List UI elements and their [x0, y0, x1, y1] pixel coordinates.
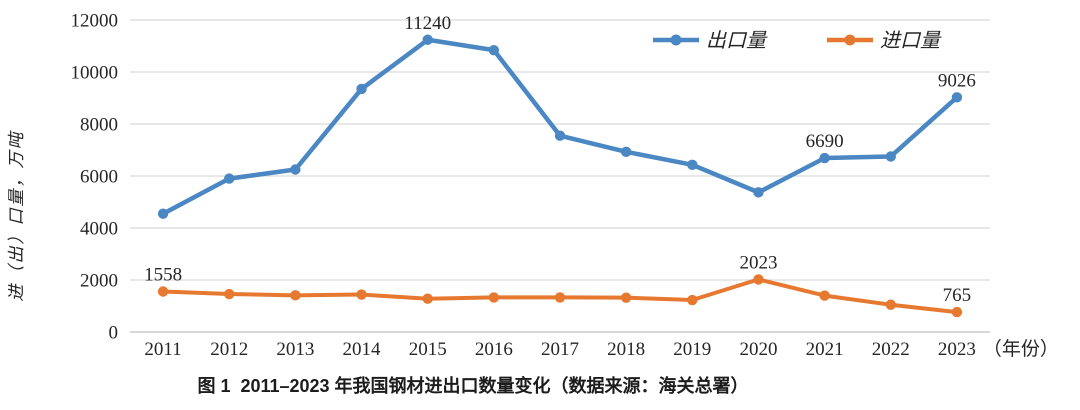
export-data-point: [951, 92, 963, 103]
x-tick-label: 2012: [210, 339, 248, 360]
y-tick-label: 8000: [80, 115, 118, 136]
export-data-point: [687, 159, 698, 171]
y-tick-label: 12000: [71, 11, 119, 32]
import-series: [157, 274, 963, 318]
x-tick-label: 2015: [409, 339, 447, 360]
y-tick-label: 0: [109, 323, 119, 344]
data-label: 1558: [144, 264, 182, 285]
export-data-point: [819, 152, 830, 164]
x-tick-label: 2013: [276, 339, 314, 360]
import-data-point: [488, 292, 500, 303]
data-label: 9026: [938, 70, 976, 91]
y-tick-label: 4000: [80, 219, 118, 240]
legend-item-import: 进口量: [827, 30, 942, 52]
y-tick-label: 6000: [80, 167, 118, 188]
import-data-point: [224, 288, 235, 300]
import-data-point: [356, 289, 367, 300]
line-chart: 0 2000 4000 6000 8000 10000 12000 2011 2012 2013 2…: [7, 11, 1059, 361]
x-tick-label: 2014: [343, 339, 382, 360]
legend-label: 出口量: [706, 30, 768, 52]
export-data-point: [224, 173, 235, 184]
export-data-point: [290, 164, 301, 175]
legend-dot-marker: [670, 34, 682, 46]
gridlines: [130, 19, 990, 333]
legend: 出口量 进口量: [653, 30, 942, 52]
x-tick-label: 2018: [607, 339, 645, 360]
x-tick-label: 2022: [872, 339, 910, 360]
import-data-point: [819, 290, 830, 301]
x-tick-label: 2020: [739, 339, 777, 360]
import-data-point: [753, 274, 764, 285]
data-labels: 11240 6690 9026 1558 2023 765: [144, 13, 976, 306]
x-tick-label: 2016: [475, 339, 513, 360]
y-axis-title: 进（出）口量，万吨: [7, 130, 26, 302]
export-data-point: [422, 34, 433, 45]
figure-caption: 图 1 2011–2023 年我国钢材进出口数量变化（数据来源：海关总署）: [197, 376, 749, 396]
export-data-point: [885, 151, 896, 162]
x-tick-label: 2023: [938, 339, 976, 360]
y-tick-label: 10000: [71, 63, 119, 84]
data-label: 6690: [806, 131, 844, 152]
import-data-point: [554, 292, 566, 303]
legend-label: 进口量: [880, 30, 942, 52]
export-data-point: [157, 208, 169, 219]
export-data-point: [753, 187, 764, 198]
x-axis-unit-label: （年份）: [983, 338, 1059, 360]
export-series: [157, 34, 963, 219]
export-data-point: [488, 44, 500, 56]
x-tick-label: 2021: [806, 339, 844, 360]
x-tick-label: 2019: [673, 339, 711, 360]
import-data-point: [290, 290, 301, 301]
import-data-point: [422, 293, 433, 304]
y-tick-label: 2000: [80, 271, 118, 292]
export-data-point: [356, 83, 367, 95]
data-label: 2023: [739, 252, 777, 273]
x-tick-label: 2017: [541, 339, 579, 360]
legend-item-export: 出口量: [653, 30, 768, 52]
x-tick-label: 2011: [144, 339, 181, 360]
import-data-point: [951, 306, 963, 318]
export-data-point: [554, 130, 566, 141]
data-label: 11240: [404, 13, 451, 34]
import-data-point: [687, 294, 698, 306]
import-data-point: [620, 292, 632, 303]
export-series-line: [160, 37, 960, 216]
import-data-point: [885, 299, 896, 310]
y-axis-labels: 0 2000 4000 6000 8000 10000 12000: [71, 11, 119, 344]
legend-dot-marker: [844, 34, 856, 46]
data-label: 765: [943, 285, 972, 306]
export-data-point: [620, 146, 632, 158]
import-data-point: [157, 286, 169, 297]
x-axis-labels: 2011 2012 2013 2014 2015 2016 2017 2018 2019 2020…: [144, 338, 1059, 360]
